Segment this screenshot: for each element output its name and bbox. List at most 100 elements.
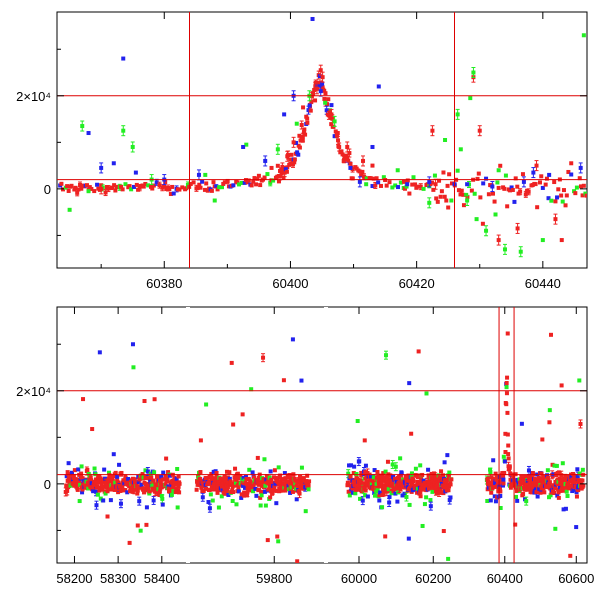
bottom-red-point [157,493,162,498]
bottom-green-point [92,466,97,471]
bottom-green-point [234,502,239,507]
bottom-green-point [398,456,403,461]
bottom-red-point [198,438,203,443]
top-baseline-point [442,194,447,199]
bottom-blue-point [220,488,225,493]
top-event-point [279,167,284,172]
bottom-red-point [556,495,561,500]
top-baseline-point [513,176,518,181]
top-baseline-point [211,180,216,185]
bottom-red-point [406,473,411,478]
bottom-red-point [537,476,542,481]
bottom-blue-point [239,495,244,500]
bottom-green-point [267,475,272,480]
top-baseline-point [435,199,440,204]
top-red-point [534,163,539,168]
top-baseline-point [505,204,510,209]
top-red-point [225,179,230,184]
bottom-red-point [416,349,421,354]
bottom-red-point [552,486,557,491]
bottom-red-point [541,486,546,491]
bottom-red-point [142,488,147,493]
top-green-point [581,33,586,38]
bottom-red-point [487,475,492,480]
top-baseline-point [455,168,460,173]
bottom-red-point [149,475,154,480]
bottom-red-point [448,482,453,487]
bottom-red-point [503,431,508,436]
bottom-red-point [130,489,135,494]
bottom-green-point [545,468,550,473]
top-event-point [292,157,297,162]
bottom-red-point [107,479,112,484]
bottom-blue-point [445,453,450,458]
bottom-red-point [493,471,498,476]
bottom-red-point [504,381,509,386]
bottom-blue-point [115,474,120,479]
top-baseline-point [198,185,203,190]
top-baseline-point [490,191,495,196]
bottom-green-point [413,466,418,471]
bottom-blue-point [126,476,131,481]
top-green-point [121,128,126,133]
bottom-green-point [230,498,235,503]
bottom-red-point [446,474,451,479]
bottom-blue-point [290,337,295,342]
bottom-red-point [272,468,277,473]
top-green-point [518,249,523,254]
top-blue-point [263,158,268,163]
top-green-point [332,119,337,124]
bottom-red-point [418,490,423,495]
bottom-green-point [258,503,263,508]
bottom-red-point [229,360,234,365]
top-blue-point [310,16,315,21]
bottom-green-point [428,498,433,503]
top-baseline-point [581,183,586,188]
top-event-point [322,96,327,101]
bottom-red-point [207,479,212,484]
bottom-red-point [283,481,288,486]
bottom-red-point [91,485,96,490]
bottom-red-point [135,488,140,493]
bottom-green-point [175,466,180,471]
bottom-red-point [215,490,220,495]
top-baseline-point [302,127,307,132]
bottom-red-point [418,494,423,499]
bottom-red-point [532,477,537,482]
bottom-green-point [513,494,518,499]
bottom-blue-point [144,505,149,510]
bottom-green-point [276,465,281,470]
top-baseline-point [407,191,412,196]
bottom-blue-point [363,463,368,468]
top-baseline-point [549,198,554,203]
bottom-blue-point [226,492,231,497]
bottom-red-point [385,474,390,479]
top-baseline-point [410,182,415,187]
bottom-red-point [71,473,76,478]
top-baseline-point [402,186,407,191]
top-red-point [430,128,435,133]
top-baseline-point [556,187,561,192]
top-blue-point [196,172,201,177]
bottom-green-point [79,464,84,469]
top-baseline-point [89,186,94,191]
top-event-point [341,159,346,164]
bottom-green-point [208,492,213,497]
top-red-point [304,114,309,119]
top-event-point [276,179,281,184]
bottom-red-point [231,422,236,427]
top-blue-point [348,165,353,170]
bottom-red-point [209,471,214,476]
bottom-blue-point [236,489,241,494]
bottom-green-point [498,505,503,510]
bottom-red-point [212,484,217,489]
top-red-point [318,68,323,73]
bottom-red-point [492,484,497,489]
top-baseline-point [60,187,65,192]
top-baseline-point [106,186,111,191]
top-green-point [471,70,476,75]
top-baseline-point [515,184,520,189]
bottom-red-point [81,397,86,402]
bottom-blue-point [421,478,426,483]
top-baseline-point [235,180,240,185]
